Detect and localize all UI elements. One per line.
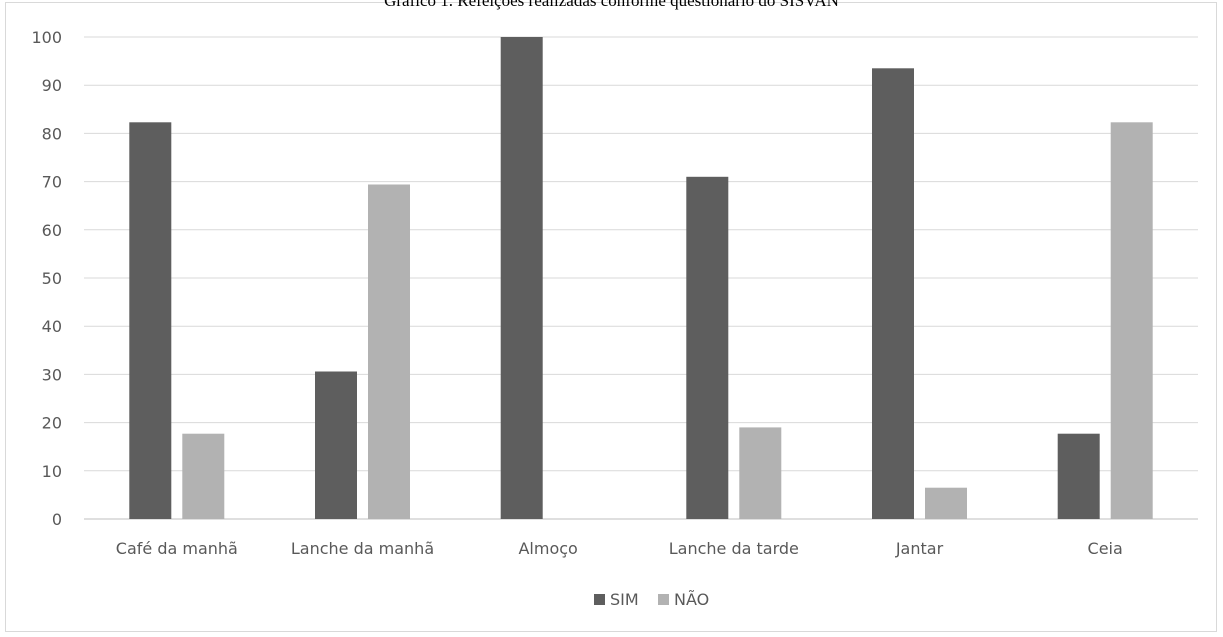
bar-sim-4 [872, 68, 914, 520]
y-tick-label: 50 [42, 269, 62, 288]
x-tick-label: Ceia [1088, 539, 1123, 558]
legend-label: NÃO [674, 590, 709, 609]
legend-label: SIM [610, 590, 639, 609]
bar-no-3 [739, 427, 782, 519]
y-axis-ticks: 0 10 20 30 40 50 60 70 80 90 100 [31, 28, 62, 529]
chart-title: Gráfico 1. Refeições realizadas conforme… [384, 0, 839, 10]
y-tick-label: 40 [42, 317, 62, 336]
y-tick-label: 90 [42, 76, 62, 95]
x-axis-labels: Café da manhã Lanche da manhã Almoço Lanche… [116, 539, 1123, 558]
chart-frame [5, 2, 1217, 632]
x-tick-label: Lanche da manhã [291, 539, 434, 558]
legend: SIM NÃO [594, 590, 709, 609]
y-tick-label: 80 [42, 124, 62, 143]
x-tick-label: Lanche da tarde [669, 539, 799, 558]
bar-no-4 [925, 487, 967, 519]
x-tick-label: Almoço [518, 539, 577, 558]
x-tick-label: Jantar [895, 539, 944, 558]
bar-sim-0 [129, 122, 172, 520]
y-tick-label: 0 [52, 510, 62, 529]
bar-no-1 [368, 184, 410, 519]
bar-no-5 [1110, 122, 1153, 520]
bar-sim-2 [500, 37, 543, 519]
gridlines [84, 36, 1198, 520]
bar-sim-5 [1057, 433, 1100, 519]
legend-swatch [658, 594, 669, 605]
y-tick-label: 70 [42, 173, 62, 192]
bar-sim-1 [315, 371, 357, 519]
bar-no-0 [182, 433, 225, 519]
x-tick-label: Café da manhã [116, 539, 238, 558]
y-tick-label: 10 [42, 462, 62, 481]
y-tick-label: 20 [42, 414, 62, 433]
bar-sim-3 [686, 176, 729, 520]
y-tick-label: 100 [31, 28, 62, 47]
bars [129, 37, 1153, 520]
legend-swatch [594, 594, 605, 605]
y-tick-label: 30 [42, 365, 62, 384]
y-tick-label: 60 [42, 221, 62, 240]
